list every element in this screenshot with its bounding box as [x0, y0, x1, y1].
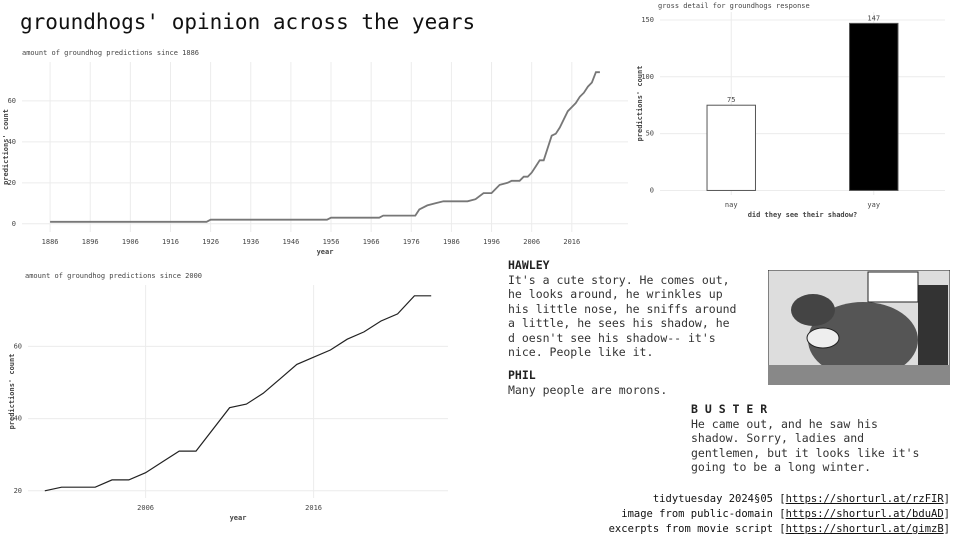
x-tick-label: 1926: [202, 238, 219, 246]
y-tick-label: 20: [8, 179, 16, 187]
value-label: 75: [727, 96, 735, 104]
x-tick-label: 1886: [42, 238, 59, 246]
x-tick-label: 1966: [363, 238, 380, 246]
x-tick-label: yay: [867, 201, 880, 209]
y-tick-label: 20: [14, 487, 22, 495]
image-bowl: [806, 327, 840, 349]
script-line: gentlemen, but it looks like it's: [691, 445, 920, 460]
y-axis-label: predictions' count: [8, 354, 16, 430]
x-tick-label: 1916: [162, 238, 179, 246]
speaker: PHIL: [508, 368, 536, 382]
groundhog-illustration: [768, 270, 950, 385]
x-tick-label: 1896: [82, 238, 99, 246]
script-line: his little nose, he sniffs around: [508, 301, 737, 316]
image-floor: [768, 365, 950, 385]
y-tick-label: 100: [641, 73, 654, 81]
credit-text: image from public-domain [: [621, 508, 786, 520]
credit-line: tidytuesday 2024§05 [https://shorturl.at…: [609, 492, 950, 507]
line: [44, 295, 432, 492]
credit-link[interactable]: https://shorturl.at/gimzB: [785, 523, 944, 535]
credit-text: excerpts from movie script [: [608, 523, 786, 535]
bar: [706, 104, 756, 191]
speaker: B U S T E R: [691, 402, 768, 416]
y-tick-label: 60: [8, 97, 16, 105]
credit-text: ]: [943, 493, 950, 505]
y-tick-label: 60: [14, 342, 22, 350]
x-tick-label: 2006: [523, 238, 540, 246]
credit-text: ]: [943, 508, 950, 520]
quote: B U S T E R He came out, and he saw his sh…: [691, 402, 919, 475]
script-line: d oesn't see his shadow-- it's: [508, 330, 716, 345]
credit-link[interactable]: https://shorturl.at/rzFIR: [785, 493, 944, 505]
x-tick-label: 1936: [242, 238, 259, 246]
x-axis-label: year: [317, 248, 334, 256]
image-head: [791, 294, 835, 326]
y-tick-label: 40: [14, 415, 22, 423]
chart-title: amount of groundhog predictions since 18…: [22, 49, 199, 57]
x-axis-label: did they see their shadow?: [748, 211, 858, 219]
script-line: It's a cute story. He comes out,: [508, 272, 730, 287]
image-groundhog: [808, 302, 918, 378]
y-tick-label: 50: [646, 130, 654, 138]
x-tick-label: 2006: [137, 504, 154, 512]
x-tick-label: 1906: [122, 238, 139, 246]
x-tick-label: nay: [725, 201, 738, 209]
script-line: nice. People like it.: [508, 345, 654, 359]
script-line: He came out, and he saw his: [691, 416, 878, 431]
x-tick-label: 1956: [323, 238, 340, 246]
chart-title: gross detail for groundhogs response: [658, 2, 810, 10]
chart-title: amount of groundhog predictions since 20…: [25, 272, 202, 280]
bar: [849, 22, 899, 191]
x-tick-label: 2016: [563, 238, 580, 246]
script-line: a little, he sees his shadow, he: [508, 316, 730, 330]
y-axis-label: predictions' count: [636, 66, 644, 142]
script-line: going to be a long winter.: [691, 460, 872, 474]
x-tick-label: 1976: [403, 238, 420, 246]
x-tick-label: 1946: [282, 238, 299, 246]
credit-line: image from public-domain [https://shortu…: [609, 507, 950, 522]
y-tick-label: 150: [641, 16, 654, 24]
credit-link[interactable]: https://shorturl.at/bduAD: [785, 508, 944, 520]
credits: tidytuesday 2024§05 [https://shorturl.at…: [609, 492, 950, 537]
script-line: he looks around, he wrinkles up: [508, 287, 723, 301]
x-tick-label: 1986: [443, 238, 460, 246]
slide-title: groundhogs' opinion across the years: [20, 10, 476, 34]
credit-text: tidytuesday 2024§05 [: [652, 493, 786, 505]
image-sign: [867, 271, 919, 303]
credit-line: excerpts from movie script [https://shor…: [609, 522, 950, 537]
credit-text: ]: [943, 523, 950, 535]
y-tick-label: 40: [8, 138, 16, 146]
script-line: Many people are morons.: [508, 382, 668, 397]
y-axis-label: predictions' count: [2, 109, 10, 185]
x-tick-label: 2016: [305, 504, 322, 512]
quote: HAWLEY It's a cute story. He comes out, he…: [508, 258, 736, 360]
x-axis-label: year: [230, 514, 247, 522]
script-line: shadow. Sorry, ladies and: [691, 431, 865, 445]
x-tick-label: 1996: [483, 238, 500, 246]
quote: PHIL Many people are morons.: [508, 368, 667, 397]
y-tick-label: 0: [650, 186, 654, 194]
line: [50, 71, 600, 223]
speaker: HAWLEY: [508, 258, 550, 272]
value-label: 147: [867, 14, 880, 22]
y-tick-label: 0: [12, 220, 16, 228]
